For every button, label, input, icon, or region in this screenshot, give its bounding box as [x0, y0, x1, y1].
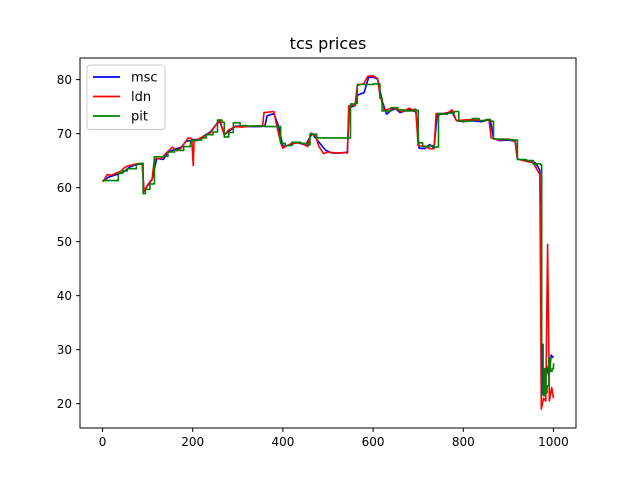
x-tick-label: 200 [181, 435, 204, 449]
legend-label-ldn: ldn [131, 90, 151, 105]
y-tick-label: 80 [57, 73, 72, 87]
x-tick-label: 0 [99, 435, 107, 449]
legend-box [86, 64, 166, 130]
y-tick-label: 70 [57, 127, 72, 141]
y-tick-label: 30 [57, 343, 72, 357]
y-tick-label: 50 [57, 235, 72, 249]
legend-label-pit: pit [131, 110, 148, 125]
x-tick-label: 400 [271, 435, 294, 449]
x-tick-label: 800 [452, 435, 475, 449]
plot-frame [79, 57, 577, 429]
y-tick-label: 20 [57, 397, 72, 411]
series-layer [101, 75, 555, 410]
legend-label-msc: msc [131, 71, 158, 86]
y-tick-label: 60 [57, 181, 72, 195]
series-line-pit [102, 83, 555, 397]
x-tick-label: 600 [362, 435, 385, 449]
chart-title: tcs prices [290, 34, 367, 53]
y-axis: 20 30 40 50 60 70 80 [57, 73, 80, 411]
x-tick-label: 1000 [538, 435, 569, 449]
legend: msc ldn pit [86, 64, 166, 130]
y-tick-label: 40 [57, 289, 72, 303]
x-axis: 0 200 400 600 800 1000 [99, 428, 569, 449]
